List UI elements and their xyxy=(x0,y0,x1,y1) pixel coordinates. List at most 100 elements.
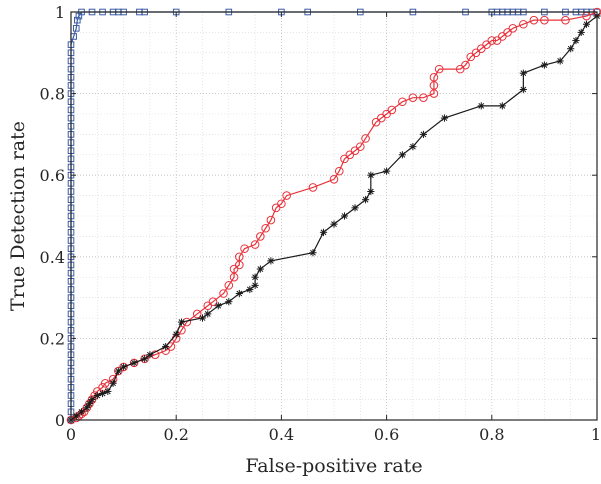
data-point xyxy=(308,183,318,192)
data-point xyxy=(251,281,259,289)
data-point xyxy=(104,387,112,396)
data-point xyxy=(356,142,365,151)
minor-grid xyxy=(71,12,597,420)
data-point xyxy=(114,366,123,376)
data-point xyxy=(487,36,497,45)
data-point xyxy=(208,297,218,306)
data-point xyxy=(503,28,512,37)
data-point xyxy=(408,93,418,102)
data-point xyxy=(282,191,291,200)
data-point xyxy=(540,61,548,69)
data-point xyxy=(409,143,417,151)
data-point xyxy=(100,378,110,388)
data-point xyxy=(382,109,391,119)
series-line xyxy=(70,15,598,421)
data-point xyxy=(345,150,355,160)
x-tick-label: 1 xyxy=(591,425,601,444)
data-point xyxy=(498,32,507,41)
data-point xyxy=(577,28,585,36)
data-point xyxy=(477,102,485,110)
data-point xyxy=(246,285,254,294)
data-point xyxy=(309,249,317,257)
y-tick-label: 1 xyxy=(55,3,65,22)
data-point xyxy=(340,212,349,220)
data-point xyxy=(141,355,149,363)
x-axis-label: False-positive rate xyxy=(245,455,422,477)
data-point xyxy=(367,187,375,196)
data-point xyxy=(140,354,149,364)
data-point xyxy=(256,265,264,273)
y-axis-label: True Detection rate xyxy=(7,121,29,311)
data-point xyxy=(466,52,476,62)
x-tick-label: 0.4 xyxy=(269,425,294,444)
data-point xyxy=(361,134,370,143)
data-point xyxy=(204,310,212,318)
series-asterisk xyxy=(67,12,601,424)
data-point xyxy=(225,298,233,306)
data-point xyxy=(350,146,360,156)
data-point xyxy=(235,260,244,270)
y-tick-label: 0 xyxy=(55,411,65,430)
data-point xyxy=(224,281,234,290)
data-point xyxy=(129,358,139,368)
data-point xyxy=(519,85,527,94)
data-point xyxy=(319,228,328,236)
data-point xyxy=(114,367,122,375)
data-point xyxy=(256,232,265,241)
data-point xyxy=(476,44,486,54)
data-point xyxy=(398,151,406,159)
data-point xyxy=(130,359,138,367)
data-point xyxy=(120,363,128,371)
data-point xyxy=(383,167,391,175)
data-point xyxy=(329,174,339,184)
series-line xyxy=(70,11,598,421)
data-point xyxy=(419,93,428,102)
x-tick-label: 0.2 xyxy=(163,425,188,444)
data-point xyxy=(567,45,575,53)
data-point xyxy=(251,273,259,281)
y-tick-label: 0.4 xyxy=(40,248,65,267)
data-point xyxy=(261,223,270,233)
data-point xyxy=(83,404,91,412)
data-point xyxy=(371,117,381,127)
data-point xyxy=(271,203,281,213)
data-point xyxy=(340,154,349,164)
data-point xyxy=(429,81,439,90)
data-point xyxy=(172,330,180,338)
data-point xyxy=(471,48,481,58)
data-point xyxy=(74,16,81,24)
data-point xyxy=(77,408,86,416)
data-point xyxy=(85,400,94,408)
data-point xyxy=(455,64,465,74)
data-point xyxy=(440,114,449,122)
data-point xyxy=(119,362,128,372)
data-point xyxy=(192,309,202,319)
data-point xyxy=(508,24,518,33)
data-point xyxy=(561,15,570,25)
data-point xyxy=(267,257,275,265)
data-point xyxy=(429,89,439,98)
data-point xyxy=(98,389,107,398)
data-point xyxy=(235,289,243,298)
data-point xyxy=(235,252,244,262)
tick-labels: 0 0.2 0.4 0.6 0.8 1 0 0.2 0.4 0.6 0.8 1 xyxy=(40,3,601,444)
x-tick-label: 0 xyxy=(66,425,76,444)
data-point xyxy=(177,318,186,326)
y-tick-label: 0.6 xyxy=(40,166,65,185)
data-point xyxy=(434,64,444,74)
data-point xyxy=(109,379,117,387)
data-point xyxy=(556,57,564,65)
x-tick-label: 0.6 xyxy=(374,425,399,444)
data-point xyxy=(519,19,528,29)
y-tick-label: 0.8 xyxy=(40,85,65,104)
data-point xyxy=(229,264,239,274)
data-point xyxy=(88,396,96,404)
data-point xyxy=(72,412,80,420)
data-point xyxy=(492,36,502,45)
data-point xyxy=(240,244,249,253)
x-tick-label: 0.8 xyxy=(479,425,504,444)
data-point xyxy=(540,15,549,25)
data-point xyxy=(146,351,154,359)
data-point xyxy=(351,204,359,212)
